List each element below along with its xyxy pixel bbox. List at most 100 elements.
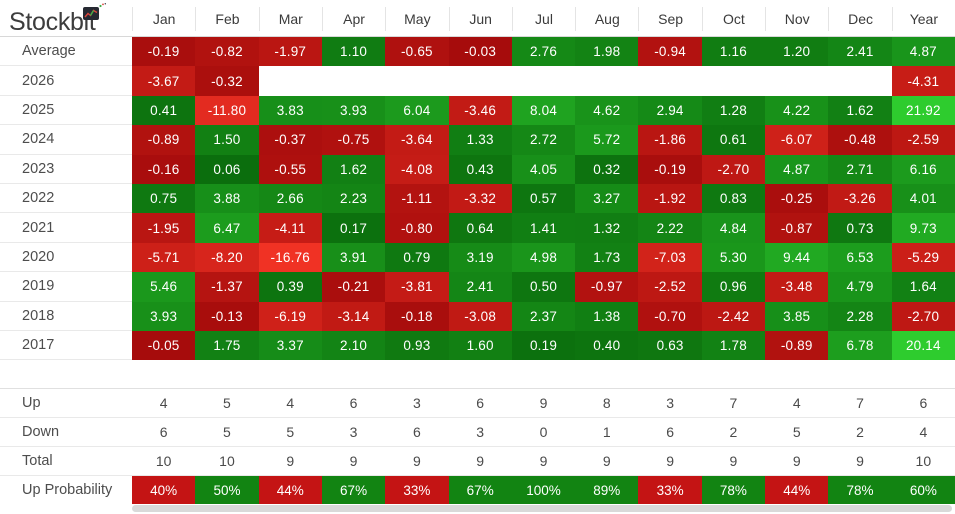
heatmap-cell-average-may: -0.65 xyxy=(385,37,449,67)
stats-cell-up-probability-dec: 78% xyxy=(828,476,892,505)
heatmap-cell-2017-sep: 0.63 xyxy=(638,330,702,361)
stats-cell-up-dec: 7 xyxy=(856,395,864,412)
heatmap-cell-2019-jun: 2.41 xyxy=(448,272,512,302)
heatmap-cell-2017-apr: 2.10 xyxy=(321,330,386,361)
heatmap-cell-2020-jan: -5.71 xyxy=(132,242,196,273)
heatmap-row-2024: 2024 -0.89 1.50 -0.37 -0.75 -3.64 1.33 2.72 5.72… xyxy=(0,125,955,155)
stockbit-logo[interactable]: Stockbit xyxy=(9,3,119,40)
stats-row-down: Down 6 5 5 3 6 3 0 1 6 2 5 2 4 xyxy=(0,418,955,448)
heatmap-cell-2025-jun: -3.46 xyxy=(448,95,512,126)
heatmap-cell-2018-jan: 3.93 xyxy=(132,301,196,331)
heatmap-cell-2018-nov: 3.85 xyxy=(765,301,829,331)
scrollbar-thumb[interactable] xyxy=(132,505,952,512)
stats-cell-up-probability-jun: 67% xyxy=(448,476,512,505)
heatmap-cell-2023-apr: 1.62 xyxy=(321,154,386,184)
stats-cell-up-sep: 3 xyxy=(666,395,674,412)
stats-cell-up-probability-may: 33% xyxy=(385,476,449,505)
stats-cell-down-jan: 6 xyxy=(159,424,168,441)
heatmap-cell-2023-sep: -0.19 xyxy=(638,154,702,184)
heatmap-cell-2021-jul: 1.41 xyxy=(511,213,576,243)
row-label-2024: 2024 xyxy=(0,125,132,155)
heatmap-row-average: Average -0.19 -0.82 -1.97 1.10 -0.65 -0.03 2.76… xyxy=(0,37,955,67)
heatmap-cell-average-jun: -0.03 xyxy=(448,37,512,67)
heatmap-cell-2018-aug: 1.38 xyxy=(575,301,639,331)
heatmap-cell-2020-nov: 9.44 xyxy=(765,242,829,273)
heatmap-cell-2017-mar: 3.37 xyxy=(258,330,322,361)
heatmap-cell-2021-oct: 4.84 xyxy=(701,213,766,243)
heatmap-cell-2024-jan: -0.89 xyxy=(132,125,196,155)
heatmap-cell-2025-apr: 3.93 xyxy=(321,95,386,126)
heatmap-cell-2021-aug: 1.32 xyxy=(575,213,639,243)
heatmap-cell-2020-apr: 3.91 xyxy=(321,242,386,273)
month-header-row: Jan Feb Mar Apr May Jun Jul Aug Sep Oct Nov Dec Year xyxy=(0,0,955,37)
heatmap-cell-2017-may: 0.93 xyxy=(385,330,449,361)
stats-row-total: Total 10 10 9 9 9 9 9 9 9 9 9 9 10 xyxy=(0,447,955,477)
heatmap-cell-2022-sep: -1.92 xyxy=(638,183,702,214)
heatmap-row-2023: 2023 -0.16 0.06 -0.55 1.62 -4.08 0.43 4.05 0.32-… xyxy=(0,154,955,184)
heatmap-cell-2017-aug: 0.40 xyxy=(575,330,639,361)
heatmap-cell-2025-sep: 2.94 xyxy=(638,95,702,126)
heatmap-cell-2023-aug: 0.32 xyxy=(575,154,639,184)
heatmap-cell-2017-jun: 1.60 xyxy=(448,330,512,361)
heatmap-cell-2024-year: -2.59 xyxy=(891,125,955,155)
heatmap-cell-2023-oct: -2.70 xyxy=(701,154,766,184)
heatmap-cell-2025-dec: 1.62 xyxy=(828,95,892,126)
stats-cell-up-aug: 8 xyxy=(602,395,611,412)
column-header-jun: Jun xyxy=(448,7,512,31)
heatmap-cell-2026-aug xyxy=(575,66,639,96)
stats-cell-down-mar: 5 xyxy=(286,424,295,441)
stockbit-logo-text: Stockbit xyxy=(9,8,96,36)
heatmap-cell-2020-jun: 3.19 xyxy=(448,242,512,273)
heatmap-cell-2026-sep xyxy=(638,66,702,96)
stats-cell-total-year: 10 xyxy=(915,453,932,470)
heatmap-cell-2017-year: 20.14 xyxy=(891,330,955,361)
row-label-2025: 2025 xyxy=(0,96,132,126)
heatmap-cell-2019-dec: 4.79 xyxy=(828,272,892,302)
heatmap-cell-2022-dec: -3.26 xyxy=(828,183,892,214)
heatmap-cell-2022-jul: 0.57 xyxy=(511,183,576,214)
horizontal-scrollbar[interactable] xyxy=(132,505,952,513)
heatmap-cell-2023-jun: 0.43 xyxy=(448,154,512,184)
heatmap-cell-average-sep: -0.94 xyxy=(638,37,702,67)
heatmap-cell-2022-oct: 0.83 xyxy=(701,183,766,214)
stats-cell-up-year: 6 xyxy=(919,395,928,412)
stats-cell-total-feb: 10 xyxy=(219,453,235,470)
heatmap-cell-2021-may: -0.80 xyxy=(385,213,449,243)
stats-cell-down-jul: 0 xyxy=(539,424,548,441)
stats-label-up: Up xyxy=(22,395,41,412)
heatmap-cell-2026-jul xyxy=(511,66,576,96)
stats-cell-down-dec: 2 xyxy=(856,424,864,441)
stats-cell-down-year: 4 xyxy=(919,424,928,441)
stats-cell-up-probability-nov: 44% xyxy=(765,476,829,505)
heatmap-cell-2020-mar: -16.76 xyxy=(258,242,322,273)
heatmap-cell-2020-jul: 4.98 xyxy=(511,242,576,273)
heatmap-cell-2019-jul: 0.50 xyxy=(511,272,576,302)
heatmap-cell-2019-nov: -3.48 xyxy=(765,272,829,302)
column-header-sep: Sep xyxy=(638,7,701,31)
column-header-year: Year xyxy=(891,7,955,31)
heatmap-cell-2019-year: 1.64 xyxy=(891,272,955,302)
heatmap-cell-2021-sep: 2.22 xyxy=(638,213,702,243)
heatmap-cell-2017-feb: 1.75 xyxy=(195,330,259,361)
heatmap-cell-2025-feb: -11.80 xyxy=(195,95,259,126)
stats-cell-total-oct: 9 xyxy=(729,453,738,470)
heatmap-cell-2018-feb: -0.13 xyxy=(195,301,259,331)
heatmap-row-2020: 2020 -5.71 -8.20 -16.76 3.91 0.79 3.19 4.98 1.73… xyxy=(0,242,955,273)
heatmap-cell-2019-mar: 0.39 xyxy=(258,272,322,302)
stats-cell-down-may: 6 xyxy=(412,424,421,441)
heatmap-cell-2018-jun: -3.08 xyxy=(448,301,512,331)
column-header-may: May xyxy=(385,7,448,31)
heatmap-cell-2017-jan: -0.05 xyxy=(132,330,196,361)
heatmap-cell-2022-feb: 3.88 xyxy=(195,183,259,214)
stats-cell-down-feb: 5 xyxy=(223,424,231,441)
stats-cell-down-apr: 3 xyxy=(349,424,358,441)
heatmap-cell-2022-jan: 0.75 xyxy=(132,183,196,214)
heatmap-cell-2022-apr: 2.23 xyxy=(321,183,386,214)
monthly-stats-table: Up 4 5 4 6 3 6 9 8 3 7 4 7 6 Down 6 5 5 3 6 3 0 1 6 2 5 2 4 Total 10 1… xyxy=(0,388,955,505)
row-label-2026: 2026 xyxy=(0,66,132,96)
heatmap-cell-2022-mar: 2.66 xyxy=(258,183,322,214)
heatmap-cell-2019-may: -3.81 xyxy=(385,272,449,302)
heatmap-cell-2023-may: -4.08 xyxy=(385,154,449,184)
heatmap-cell-2022-nov: -0.25 xyxy=(765,183,829,214)
heatmap-cell-2026-jan: -3.67 xyxy=(132,66,196,96)
